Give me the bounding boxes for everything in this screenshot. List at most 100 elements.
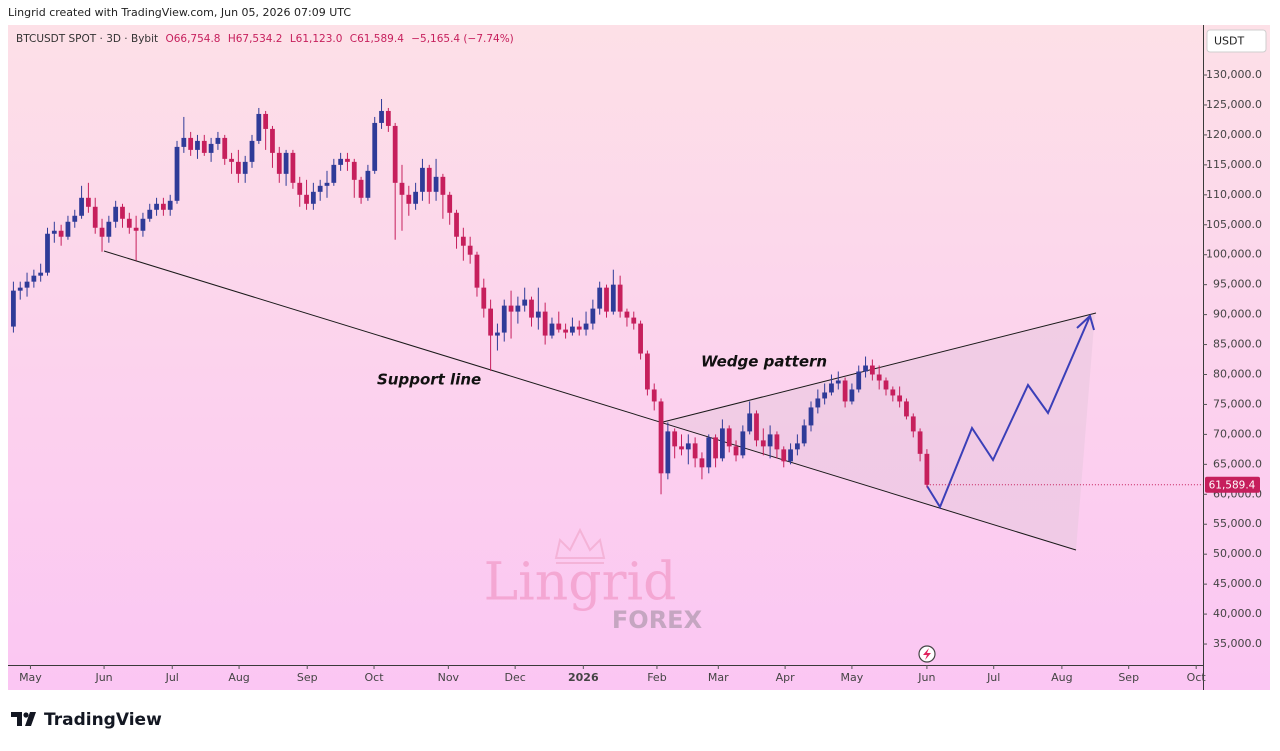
projection-path [926,315,1091,510]
legend-change: −5,165.4 (−7.74%) [411,33,514,45]
x-tick-label: Mar [708,671,729,684]
candle-body [597,287,603,309]
candle-body [310,191,316,204]
legend-open: O66,754.8 [165,33,220,45]
candle-body [713,437,718,459]
y-tick-label: 50,000.0 [1213,547,1262,560]
footer-logo[interactable]: TradingView [11,710,162,730]
candle-body [617,284,623,312]
x-tick-label: Apr [776,671,796,684]
candle-body [256,113,262,141]
watermark-title: Lingrid [484,553,677,613]
candle-body [794,443,800,450]
candle-body [535,311,541,318]
y-tick-label: 130,000.0 [1206,68,1262,81]
candle-body [467,245,473,255]
candle-body [201,140,207,153]
x-tick-label: Jun [917,671,935,684]
candle-body [890,389,896,396]
candle-body [917,431,923,454]
support-line [103,250,1077,551]
candle-body [113,206,119,222]
logo-part [11,712,22,726]
y-tick-label: 55,000.0 [1213,517,1262,530]
candle-body [631,317,637,324]
candle-body [610,284,616,312]
candle-body [876,374,882,381]
logo-part [25,712,36,726]
candle-body [679,446,684,450]
candle-body [65,221,71,237]
candle-body [167,200,173,210]
candle-body [174,146,180,201]
candle-body [740,431,746,456]
header-text: Lingrid created with TradingView.com, Ju… [8,6,351,19]
replay-icon[interactable] [918,645,936,663]
footer-brand: TradingView [44,710,162,730]
candle-body [338,158,344,165]
x-tick-label: May [19,671,42,684]
candle-body [815,398,821,408]
candle-body [72,215,78,222]
candle-body [433,176,439,192]
watermark: Lingrid FOREX [484,527,703,634]
annotation-support: Support line [377,371,481,389]
candle-body [379,110,384,123]
x-tick-label: Sep [297,671,318,684]
candle-body [270,128,275,153]
candle-body [460,236,466,246]
candle-body [849,389,855,402]
candle-body [45,233,50,273]
candle-body [549,323,555,336]
candle-body [215,137,221,144]
candle-body [590,308,596,324]
candle-body [358,179,364,198]
legend-low: L61,123.0 [290,33,343,45]
currency-box[interactable] [1206,29,1267,53]
candle-body [658,401,664,474]
candle-body [324,182,330,186]
candle-body [92,206,98,228]
y-tick-label: 45,000.0 [1213,577,1262,590]
x-tick-label: Jul [165,671,179,684]
candle-body [126,218,132,228]
candle-body [542,311,548,336]
candle-body [24,281,30,288]
y-tick-label: 85,000.0 [1213,338,1262,351]
y-tick-label: 125,000.0 [1206,98,1262,111]
candle-body [345,158,350,162]
x-tick-label: Jul [986,671,1000,684]
candle-body [181,137,187,147]
candle-body [454,212,459,237]
candle-body [692,443,698,459]
x-tick-label: Dec [505,671,526,684]
candle-body [17,287,23,291]
y-tick-label: 75,000.0 [1213,397,1262,410]
watermark-crown [554,527,606,559]
candle-body [413,191,419,204]
candle-body [195,140,200,150]
x-tick-label: Oct [1187,671,1207,684]
candle-body [297,182,303,195]
legend-symbol: BTCUSDT SPOT · 3D · Bybit [16,33,158,45]
candle-body [420,167,425,192]
candle-body [440,176,446,195]
candle-body [706,437,712,468]
candle-body [829,383,834,393]
candle-body [147,209,153,219]
candle-body [392,125,398,183]
y-tick-label: 120,000.0 [1206,128,1262,141]
candle-body [290,152,296,183]
y-tick-label: 100,000.0 [1206,248,1262,261]
candle-body [910,416,916,432]
candle-body [488,308,493,336]
x-tick-label: Nov [438,671,460,684]
candle-body [508,305,514,312]
candle-body [222,137,228,159]
candle-body [760,440,766,447]
legend-close: C61,589.4 [350,33,404,45]
candle-body [447,194,453,213]
y-tick-label: 40,000.0 [1213,607,1262,620]
candle-body [556,323,562,330]
candle-body [406,194,412,204]
